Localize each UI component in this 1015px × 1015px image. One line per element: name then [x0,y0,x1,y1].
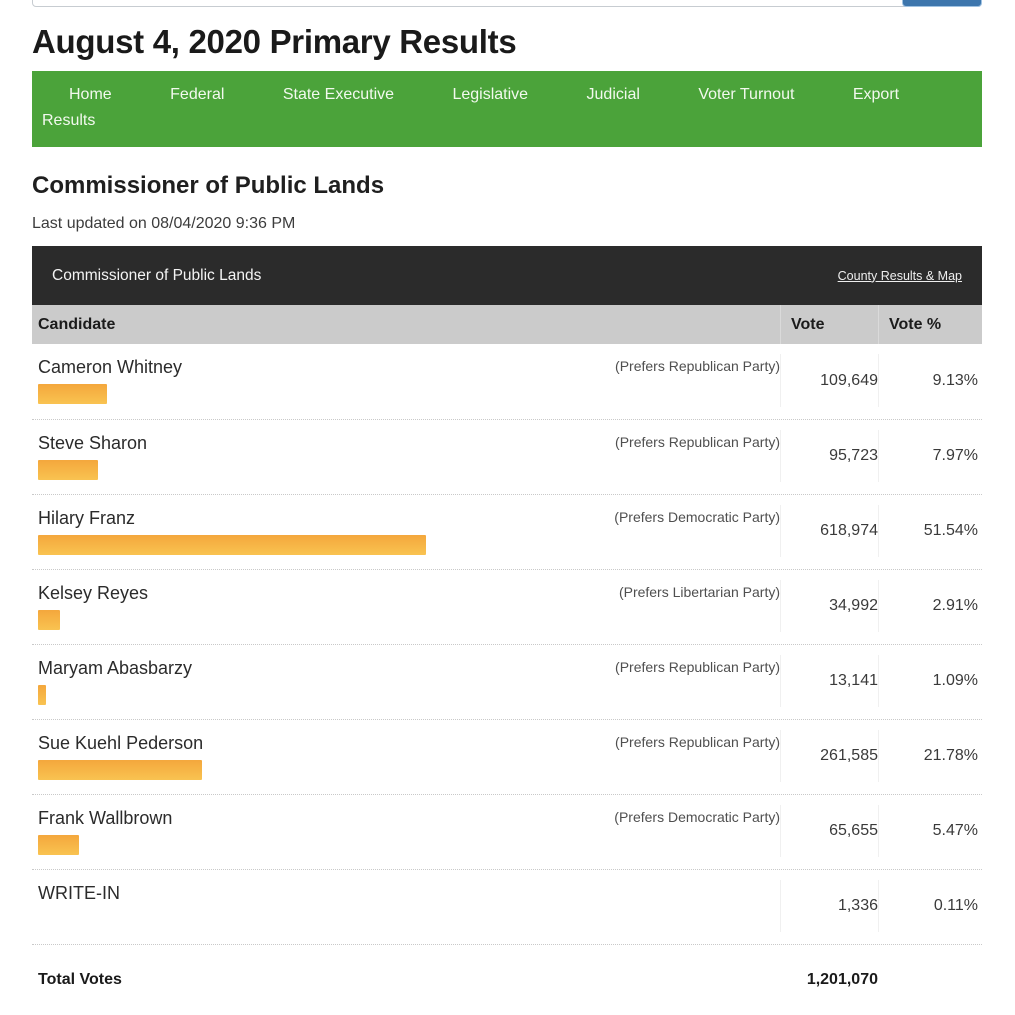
navbar-links: Home Federal State Executive Legislative… [42,82,922,134]
candidate-cell: Kelsey Reyes [38,580,580,632]
nav-item-judicial[interactable]: Judicial [586,86,640,103]
candidate-row: Maryam Abasbarzy (Prefers Republican Par… [32,644,982,719]
party-preference: (Prefers Republican Party) [615,734,780,750]
party-preference: (Prefers Republican Party) [615,358,780,374]
candidate-name: Sue Kuehl Pederson [38,733,204,753]
results-card: Commissioner of Public Lands County Resu… [32,246,982,1011]
vote-percent: 21.78% [878,730,978,782]
total-label: Total Votes [38,971,122,988]
column-header-candidate: Candidate [38,315,116,333]
search-button[interactable] [902,0,982,7]
vote-count: 95,723 [780,430,878,482]
vote-count: 13,141 [780,655,878,707]
county-results-map-link[interactable]: County Results & Map [837,268,962,283]
candidate-cell: Frank Wallbrown [38,805,580,857]
vote-percent: 51.54% [878,505,978,557]
vote-share-bar [38,460,98,480]
party-preference: (Prefers Democratic Party) [614,509,780,525]
candidate-name: Cameron Whitney [38,357,183,377]
candidate-row: Kelsey Reyes (Prefers Libertarian Party)… [32,569,982,644]
vote-share-bar [38,835,80,855]
search-input[interactable] [32,0,982,7]
vote-count: 261,585 [780,730,878,782]
candidate-row: Sue Kuehl Pederson (Prefers Republican P… [32,719,982,794]
total-row: Total Votes 1,201,070 [32,944,982,1011]
nav-item-voter-turnout[interactable]: Voter Turnout [698,86,795,103]
candidate-name: WRITE-IN [38,883,120,903]
party-preference [580,880,780,932]
candidate-name: Hilary Franz [38,508,136,528]
vote-count: 65,655 [780,805,878,857]
race-title: Commissioner of Public Lands [52,266,262,284]
candidate-name: Maryam Abasbarzy [38,658,193,678]
candidate-cell: Sue Kuehl Pederson [38,730,580,782]
party-preference: (Prefers Libertarian Party) [618,584,780,600]
candidate-name: Frank Wallbrown [38,808,173,828]
candidate-cell: Maryam Abasbarzy [38,655,580,707]
section-title: Commissioner of Public Lands [32,172,385,199]
nav-item-federal[interactable]: Federal [170,86,225,103]
vote-share-bar [38,610,60,630]
search-bar-remnant [32,0,982,9]
column-header-vote: Vote [780,305,878,344]
vote-percent: 2.91% [878,580,978,632]
page-title: August 4, 2020 Primary Results [32,23,517,60]
vote-share-bar [38,760,202,780]
column-header-vote-pct: Vote % [878,305,978,344]
vote-percent: 0.11% [878,880,978,932]
nav-item-export-results[interactable]: Export Results [42,86,900,129]
party-preference: (Prefers Republican Party) [615,434,780,450]
vote-percent: 9.13% [878,354,978,407]
vote-count: 1,336 [780,880,878,932]
candidate-row: Steve Sharon (Prefers Republican Party) … [32,419,982,494]
table-column-header: Candidate Vote Vote % [32,305,982,344]
candidate-cell: Hilary Franz [38,505,580,557]
results-rows: Cameron Whitney (Prefers Republican Part… [32,344,982,944]
party-preference: (Prefers Democratic Party) [614,809,780,825]
candidate-name: Steve Sharon [38,433,148,453]
vote-share-bar [38,384,107,404]
last-updated-text: Last updated on 08/04/2020 9:36 PM [32,215,296,232]
nav-item-legislative[interactable]: Legislative [452,86,529,103]
candidate-row: WRITE-IN 1,336 0.11% [32,869,982,944]
vote-count: 109,649 [780,354,878,407]
candidate-cell: WRITE-IN [38,880,580,932]
candidate-row: Cameron Whitney (Prefers Republican Part… [32,344,982,419]
vote-percent: 7.97% [878,430,978,482]
vote-count: 34,992 [780,580,878,632]
nav-item-state-executive[interactable]: State Executive [282,86,395,103]
vote-count: 618,974 [780,505,878,557]
main-navbar: Home Federal State Executive Legislative… [32,71,982,147]
candidate-row: Hilary Franz (Prefers Democratic Party) … [32,494,982,569]
results-card-header: Commissioner of Public Lands County Resu… [32,246,982,305]
vote-share-bar [38,685,47,705]
vote-percent: 1.09% [878,655,978,707]
candidate-name: Kelsey Reyes [38,583,149,603]
candidate-cell: Cameron Whitney [38,354,580,407]
vote-percent: 5.47% [878,805,978,857]
nav-item-home[interactable]: Home [69,86,112,103]
candidate-cell: Steve Sharon [38,430,580,482]
total-votes-value: 1,201,070 [806,971,878,988]
candidate-row: Frank Wallbrown (Prefers Democratic Part… [32,794,982,869]
vote-share-bar [38,535,427,555]
party-preference: (Prefers Republican Party) [615,659,780,675]
